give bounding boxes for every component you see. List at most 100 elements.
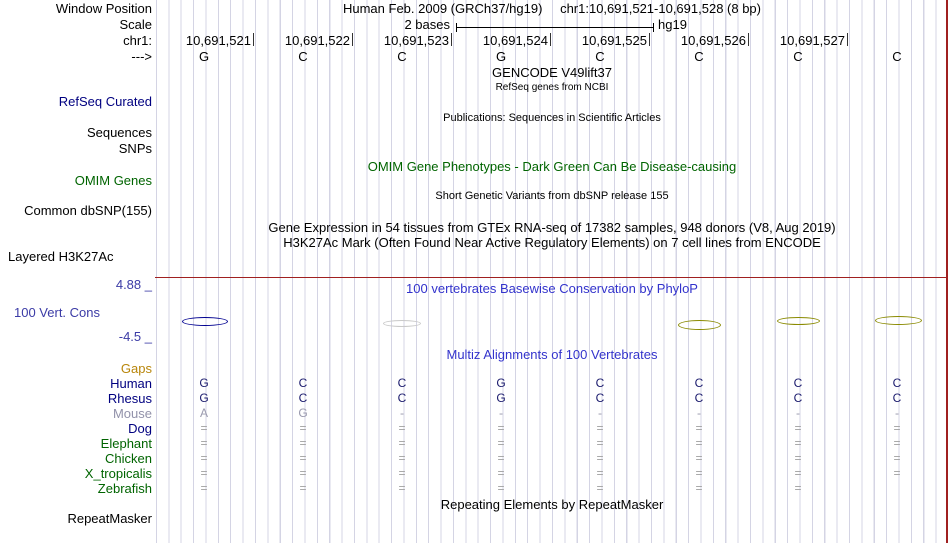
base-letter: C: [397, 49, 407, 64]
track-label-repeatmasker[interactable]: RepeatMasker: [67, 511, 152, 526]
track-title-multiz[interactable]: Multiz Alignments of 100 Vertebrates: [446, 347, 658, 362]
alignment-cell: C: [595, 376, 605, 390]
track-separator-line: [155, 277, 948, 278]
base-letter: C: [793, 49, 803, 64]
alignment-cell: =: [497, 481, 505, 495]
track-title-gtex[interactable]: Gene Expression in 54 tissues from GTEx …: [268, 220, 836, 235]
ruler-tick: [748, 33, 749, 46]
track-label-layered-h3k27ac[interactable]: Layered H3K27Ac: [8, 249, 114, 264]
alignment-cell: =: [695, 481, 703, 495]
track-title-omim[interactable]: OMIM Gene Phenotypes - Dark Green Can Be…: [367, 159, 737, 174]
alignment-cell: =: [200, 466, 208, 480]
ruler-tick: [352, 33, 353, 46]
alignment-cell: C: [793, 376, 803, 390]
species-label-gaps[interactable]: Gaps: [120, 361, 152, 376]
ruler-position-label: 10,691,527: [779, 33, 845, 48]
base-letter: G: [495, 49, 507, 64]
alignment-cell: =: [299, 421, 307, 435]
scale-label: Scale: [119, 17, 152, 32]
ruler-position-label: 10,691,521: [185, 33, 251, 48]
alignment-cell: -: [400, 406, 404, 420]
alignment-cell: =: [200, 451, 208, 465]
scale-bracket: [456, 23, 654, 32]
alignment-cell: =: [596, 466, 604, 480]
alignment-cell: =: [794, 421, 802, 435]
alignment-cell: -: [598, 406, 602, 420]
species-label-chicken[interactable]: Chicken: [105, 451, 152, 466]
alignment-cell: C: [892, 391, 902, 405]
alignment-cell: =: [596, 436, 604, 450]
ruler-position-label: 10,691,526: [680, 33, 746, 48]
alignment-cell: =: [398, 451, 406, 465]
alignment-cell: =: [398, 421, 406, 435]
alignment-cell: A: [199, 406, 208, 420]
track-label-sequences[interactable]: Sequences: [86, 125, 152, 140]
alignment-cell: C: [298, 376, 308, 390]
ruler-position-label: 10,691,522: [284, 33, 350, 48]
track-title-h3k27ac[interactable]: H3K27Ac Mark (Often Found Near Active Re…: [283, 235, 821, 250]
alignment-cell: =: [398, 466, 406, 480]
base-letter: C: [892, 49, 902, 64]
track-label-common-dbsnp[interactable]: Common dbSNP(155): [24, 203, 152, 218]
alignment-cell: C: [595, 391, 605, 405]
strand-arrow-label: --->: [131, 49, 152, 64]
alignment-cell: =: [398, 481, 406, 495]
alignment-cell: -: [697, 406, 701, 420]
alignment-cell: G: [496, 391, 506, 405]
alignment-cell: -: [895, 406, 899, 420]
alignment-cell: C: [793, 391, 803, 405]
alignment-cell: =: [596, 421, 604, 435]
track-title-repeatmasker[interactable]: Repeating Elements by RepeatMasker: [440, 497, 664, 512]
track-label-100-vert-cons[interactable]: 100 Vert. Cons: [14, 305, 100, 320]
alignment-cell: =: [794, 466, 802, 480]
species-label-rhesus[interactable]: Rhesus: [107, 391, 152, 406]
alignment-cell: =: [497, 451, 505, 465]
species-label-human[interactable]: Human: [110, 376, 152, 391]
track-title-dbsnp[interactable]: Short Genetic Variants from dbSNP releas…: [435, 190, 669, 202]
genome-label: hg19: [658, 17, 687, 32]
alignment-cell: =: [695, 451, 703, 465]
scale-value: 2 bases: [404, 17, 450, 32]
ruler-tick: [451, 33, 452, 46]
species-label-elephant[interactable]: Elephant: [100, 436, 152, 451]
track-title-phylop[interactable]: 100 vertebrates Basewise Conservation by…: [406, 281, 698, 296]
species-label-x-tropicalis[interactable]: X_tropicalis: [84, 466, 152, 481]
alignment-cell: C: [892, 376, 902, 390]
alignment-cell: C: [397, 376, 407, 390]
ruler-position-label: 10,691,524: [482, 33, 548, 48]
alignment-cell: =: [200, 436, 208, 450]
alignment-cell: =: [596, 481, 604, 495]
chromosome-label: chr1:: [123, 33, 152, 48]
alignment-cell: =: [299, 451, 307, 465]
position-range: chr1:10,691,521-10,691,528 (8 bp): [560, 1, 761, 16]
assembly-title: Human Feb. 2009 (GRCh37/hg19): [342, 1, 543, 16]
alignment-cell: =: [299, 436, 307, 450]
track-label-refseq-curated[interactable]: RefSeq Curated: [58, 94, 152, 109]
alignment-cell: =: [695, 466, 703, 480]
ruler-tick: [649, 33, 650, 46]
base-letter: C: [298, 49, 308, 64]
alignment-cell: =: [794, 481, 802, 495]
alignment-cell: =: [893, 451, 901, 465]
track-title-refseq[interactable]: RefSeq genes from NCBI: [495, 82, 609, 93]
track-title-publications[interactable]: Publications: Sequences in Scientific Ar…: [443, 112, 661, 124]
phylop-mark: [678, 320, 721, 330]
ruler-tick: [847, 33, 848, 46]
window-position-label: Window Position: [55, 1, 152, 16]
phylop-mark: [875, 316, 922, 325]
track-label-omim-genes[interactable]: OMIM Genes: [74, 173, 152, 188]
track-title-gencode[interactable]: GENCODE V49lift37: [492, 65, 612, 80]
base-letter: C: [694, 49, 704, 64]
ruler-tick: [253, 33, 254, 46]
alignment-cell: C: [694, 376, 704, 390]
species-label-zebrafish[interactable]: Zebrafish: [97, 481, 152, 496]
alignment-cell: =: [497, 421, 505, 435]
species-label-dog[interactable]: Dog: [128, 421, 152, 436]
right-edge-line: [946, 0, 948, 543]
alignment-cell: =: [893, 466, 901, 480]
species-label-mouse[interactable]: Mouse: [112, 406, 152, 421]
ruler-position-label: 10,691,523: [383, 33, 449, 48]
track-label-snps[interactable]: SNPs: [118, 141, 152, 156]
alignment-cell: C: [397, 391, 407, 405]
alignment-cell: G: [298, 406, 308, 420]
